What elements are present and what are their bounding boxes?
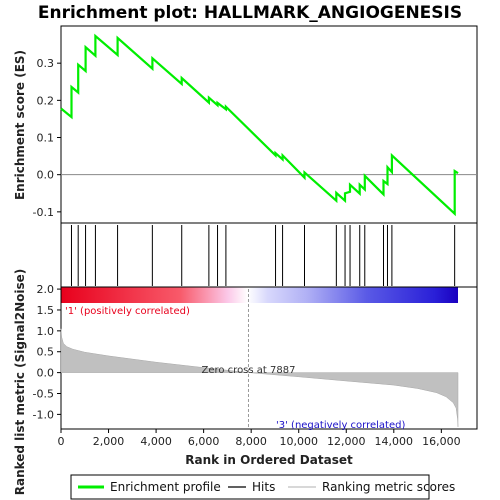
es-y-tick-label: 0.3: [37, 57, 55, 70]
hits-panel-frame: [60, 222, 478, 288]
ranking-x-tick-label: 6,000: [188, 435, 220, 448]
enrichment-profile-line: [60, 33, 459, 217]
ranking-y-tick-label: 1.0: [37, 325, 55, 338]
legend-frame: [70, 474, 430, 500]
ranking-x-tick-label: 10,000: [279, 435, 318, 448]
legend-label: Enrichment profile: [110, 480, 221, 494]
legend-label: Ranking metric scores: [322, 480, 455, 494]
ranking-x-axis-label: Rank in Ordered Dataset: [185, 453, 353, 467]
hits-panel: [60, 222, 478, 288]
ranking-panel: -1.0 -0.5 0.0 0.5 1.0 1.5 2.0 0 2,000 4,000 6,000…: [13, 269, 478, 496]
zero-cross-label: Zero cross at 7887: [201, 365, 295, 376]
es-y-axis-label: Enrichment score (ES): [13, 50, 27, 200]
ranking-x-tick-label: 14,000: [375, 435, 414, 448]
positive-correlation-label: '1' (positively correlated): [65, 306, 190, 317]
ranking-y-tick-label: -1.0: [33, 408, 54, 421]
ranking-y-ticks: -1.0 -0.5 0.0 0.5 1.0 1.5 2.0: [33, 283, 61, 421]
colorbar-gradient: [61, 287, 458, 303]
legend-label: Hits: [252, 480, 275, 494]
es-panel: -0.1 0.0 0.1 0.2 0.3 Enrichment score (ES): [13, 25, 478, 224]
legend: Enrichment profile Hits Ranking metric sco…: [70, 474, 455, 500]
es-y-tick-label: 0.0: [37, 169, 55, 182]
ranking-metric-area: [60, 328, 459, 427]
ranking-x-tick-label: 16,000: [422, 435, 461, 448]
ranking-x-tick-label: 2,000: [93, 435, 125, 448]
es-y-tick-label: 0.1: [37, 132, 55, 145]
es-y-ticks: -0.1 0.0 0.1 0.2 0.3: [33, 57, 61, 219]
ranking-x-tick-label: 8,000: [235, 435, 267, 448]
ranking-y-tick-label: 1.5: [37, 304, 55, 317]
negative-correlation-label: '3' (negatively correlated): [276, 420, 405, 431]
ranking-y-tick-label: -0.5: [33, 388, 54, 401]
ranking-x-tick-label: 0: [58, 435, 65, 448]
ranking-x-tick-label: 4,000: [140, 435, 172, 448]
rank-color-bar: [61, 287, 458, 303]
es-y-tick-label: -0.1: [33, 206, 54, 219]
ranking-y-axis-label: Ranked list metric (Signal2Noise): [13, 269, 27, 496]
chart-title: Enrichment plot: HALLMARK_ANGIOGENESIS: [38, 3, 462, 23]
hit-marks: [70, 225, 456, 286]
ranking-x-tick-label: 12,000: [327, 435, 366, 448]
ranking-y-tick-label: 0.0: [37, 367, 55, 380]
ranking-y-tick-label: 2.0: [37, 283, 55, 296]
ranking-x-ticks: 0 2,000 4,000 6,000 8,000 10,000 12,000 14,000 1…: [58, 429, 461, 448]
es-y-tick-label: 0.2: [37, 94, 55, 107]
es-panel-frame: [60, 25, 478, 224]
ranking-y-tick-label: 0.5: [37, 346, 55, 359]
